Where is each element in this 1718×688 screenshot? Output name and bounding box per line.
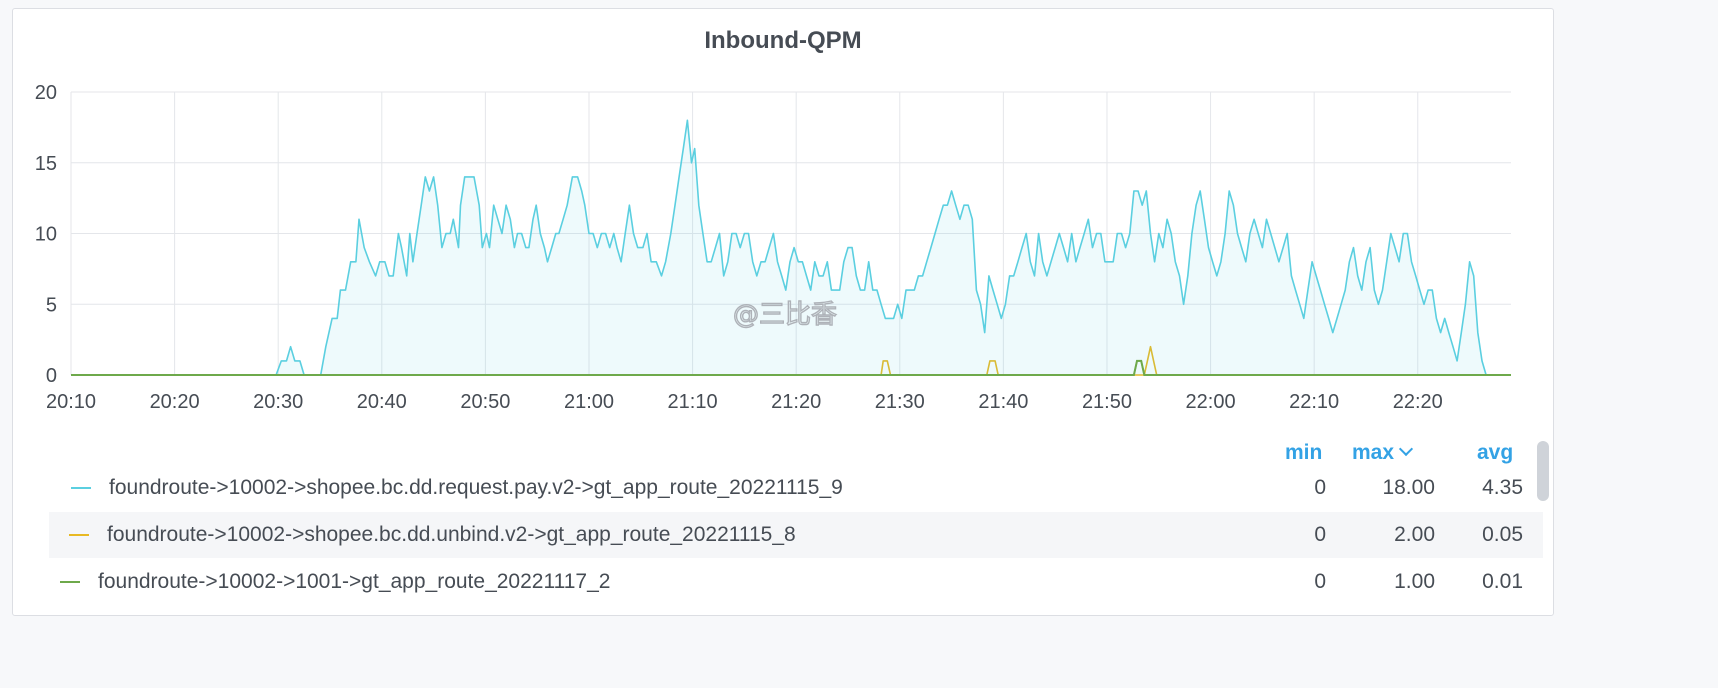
- legend-header-max[interactable]: max: [1352, 441, 1414, 465]
- legend-series-name: foundroute->10002->shopee.bc.dd.request.…: [109, 476, 843, 499]
- x-tick-label: 21:20: [771, 391, 821, 413]
- legend-max-value: 18.00: [1382, 476, 1435, 499]
- y-tick-label: 15: [35, 153, 57, 175]
- x-tick-label: 20:10: [46, 391, 96, 413]
- legend-avg-value: 0.05: [1482, 523, 1523, 546]
- legend-min-value: 0: [1314, 476, 1326, 499]
- legend-min-value: 0: [1314, 570, 1326, 593]
- y-tick-label: 0: [46, 365, 57, 387]
- chart-plot[interactable]: 0 5 10 15 20 20:10 20:20 20:30 20:40 20:50 21:00 21…: [13, 9, 1553, 439]
- chart-panel: Inbound-QPM 0 5 10 15 20 20:10 20:20 20:30 20:40…: [12, 8, 1554, 616]
- x-tick-label: 22:00: [1186, 391, 1236, 413]
- x-tick-label: 21:30: [875, 391, 925, 413]
- series-color-swatch: [71, 487, 91, 489]
- legend-item[interactable]: foundroute->10002->1001->gt_app_route_20…: [49, 559, 1543, 605]
- legend-avg-value: 0.01: [1482, 570, 1523, 593]
- legend-scrollbar[interactable]: [1537, 441, 1549, 501]
- series-color-swatch: [69, 534, 89, 536]
- legend-min-value: 0: [1314, 523, 1326, 546]
- legend-item[interactable]: foundroute->10002->shopee.bc.dd.unbind.v…: [49, 512, 1543, 558]
- chevron-down-icon: [1398, 441, 1414, 457]
- legend-header-max-label: max: [1352, 441, 1395, 464]
- legend-series-name: foundroute->10002->shopee.bc.dd.unbind.v…: [107, 523, 796, 546]
- x-tick-label: 21:00: [564, 391, 614, 413]
- legend-header-avg[interactable]: avg: [1477, 441, 1514, 464]
- legend-item[interactable]: foundroute->10002->shopee.bc.dd.request.…: [49, 465, 1543, 511]
- legend-header-min[interactable]: min: [1285, 441, 1323, 464]
- x-tick-label: 21:10: [668, 391, 718, 413]
- x-tick-label: 20:30: [253, 391, 303, 413]
- legend-series-name: foundroute->10002->1001->gt_app_route_20…: [98, 570, 611, 593]
- x-tick-label: 21:40: [978, 391, 1028, 413]
- x-tick-label: 20:50: [460, 391, 510, 413]
- y-tick-label: 5: [46, 294, 57, 316]
- watermark: @三比香: [733, 300, 837, 330]
- legend-max-value: 1.00: [1394, 570, 1435, 593]
- series-area-fill: [71, 120, 1511, 375]
- x-tick-label: 20:40: [357, 391, 407, 413]
- x-tick-label: 22:20: [1393, 391, 1443, 413]
- y-tick-label: 20: [35, 82, 57, 104]
- legend-max-value: 2.00: [1394, 523, 1435, 546]
- series-color-swatch: [60, 581, 80, 583]
- legend-avg-value: 4.35: [1482, 476, 1523, 499]
- x-tick-label: 22:10: [1289, 391, 1339, 413]
- series-line[interactable]: [71, 119, 1511, 376]
- y-tick-label: 10: [35, 224, 57, 246]
- x-tick-label: 21:50: [1082, 391, 1132, 413]
- panel-title: Inbound-QPM: [704, 27, 862, 54]
- series-line-baseline: [71, 359, 1511, 376]
- series-line[interactable]: [71, 345, 1511, 376]
- x-tick-label: 20:20: [150, 391, 200, 413]
